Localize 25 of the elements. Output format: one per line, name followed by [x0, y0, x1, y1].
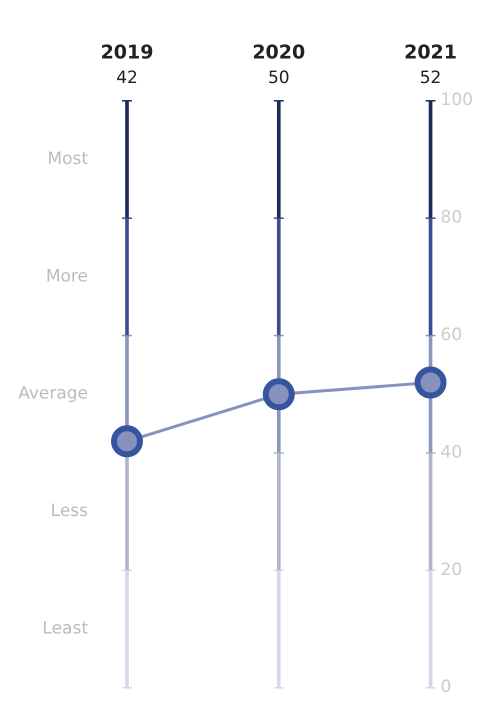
annotation: Average: [18, 384, 88, 404]
point: [262, 378, 295, 410]
annotation: Most: [47, 148, 88, 169]
annotation: More: [46, 266, 88, 286]
bar: [276, 218, 281, 336]
bar: [428, 570, 432, 688]
bar: [276, 100, 281, 219]
x-tick-label: 2021: [404, 41, 457, 64]
text: 52: [420, 68, 442, 88]
bar: [276, 452, 281, 571]
point: [414, 366, 447, 399]
bar: [428, 218, 432, 336]
annotation: Least: [42, 618, 88, 639]
x-tick-label: 2019: [100, 41, 154, 64]
bar: [125, 100, 129, 219]
annotation: Less: [50, 501, 88, 522]
point: [111, 425, 143, 458]
bar: [428, 100, 432, 219]
x-tick-label: 2020: [252, 41, 306, 64]
text: 42: [116, 68, 138, 88]
bar: [276, 570, 281, 688]
bar: [125, 570, 129, 688]
text: 50: [268, 68, 290, 88]
bar: [428, 452, 432, 571]
bar: [125, 218, 129, 336]
